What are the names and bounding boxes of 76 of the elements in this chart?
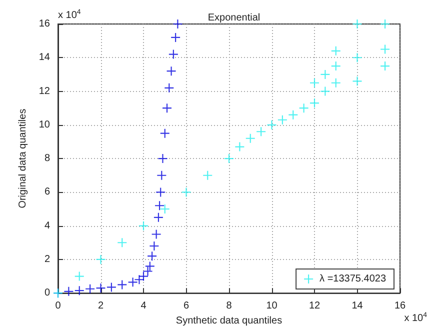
point	[235, 142, 244, 152]
y-tick-label: 10	[38, 119, 50, 130]
point	[150, 242, 159, 251]
point	[352, 76, 362, 86]
y-tick-label: 6	[44, 186, 50, 198]
point	[224, 154, 234, 164]
y-axis-title: Original data quantiles	[17, 108, 28, 208]
point	[152, 230, 161, 239]
point	[157, 170, 166, 180]
point	[145, 262, 154, 271]
y-tick-label: 8	[44, 153, 50, 164]
point	[155, 201, 164, 210]
point	[128, 278, 138, 287]
y-tick-label: 16	[38, 18, 50, 30]
y-tick-label: 12	[38, 86, 50, 97]
y-tick-label: 2	[44, 254, 50, 265]
y-tick-label: 4	[44, 220, 50, 232]
point	[139, 221, 148, 230]
x-tick-label: 2	[98, 300, 104, 312]
point	[320, 70, 330, 79]
x-tick-label: 4	[140, 300, 147, 312]
point	[162, 104, 172, 113]
point	[74, 272, 84, 281]
point	[168, 50, 178, 59]
point	[143, 266, 152, 276]
point	[173, 20, 182, 28]
point	[256, 127, 266, 136]
point	[331, 46, 340, 56]
point	[310, 98, 319, 108]
point	[352, 53, 362, 62]
point	[96, 254, 106, 264]
point	[134, 275, 144, 284]
point	[203, 170, 212, 180]
point	[278, 115, 287, 124]
point	[118, 280, 127, 290]
point	[166, 66, 176, 76]
point	[164, 83, 174, 92]
point	[171, 32, 180, 42]
x-tick-label: 0	[55, 300, 62, 312]
point	[380, 44, 390, 54]
point	[64, 286, 74, 296]
x-tick-label: 12	[308, 300, 320, 312]
x-tick-label: 8	[226, 300, 232, 312]
point	[156, 188, 166, 197]
point	[160, 204, 170, 214]
x-axis-title: Synthetic data quantiles	[176, 316, 282, 326]
point	[106, 282, 116, 292]
point	[86, 284, 95, 294]
point	[299, 104, 308, 113]
point	[182, 188, 191, 197]
y-tick-label: 14	[38, 52, 50, 64]
chart-title: Exponential	[208, 12, 260, 24]
x-tick-label: 6	[183, 300, 190, 312]
point	[331, 62, 340, 71]
point	[246, 134, 255, 143]
point	[74, 286, 84, 296]
point	[380, 62, 390, 71]
point	[288, 110, 298, 120]
y-tick-label: 0	[44, 288, 50, 299]
x-tick-label: 14	[352, 300, 364, 312]
point	[267, 120, 276, 130]
point	[352, 20, 362, 28]
point	[380, 20, 390, 28]
point	[118, 238, 127, 248]
x-tick-label: 16	[394, 300, 406, 312]
point	[158, 154, 168, 164]
point	[154, 212, 163, 222]
point	[139, 272, 148, 281]
legend-label: λ =13375.4023	[320, 274, 386, 284]
point	[96, 284, 106, 293]
point	[160, 128, 170, 138]
point	[320, 86, 330, 96]
point	[310, 78, 319, 88]
point	[331, 78, 340, 88]
point	[148, 252, 157, 261]
x-tick-label: 10	[266, 300, 278, 312]
